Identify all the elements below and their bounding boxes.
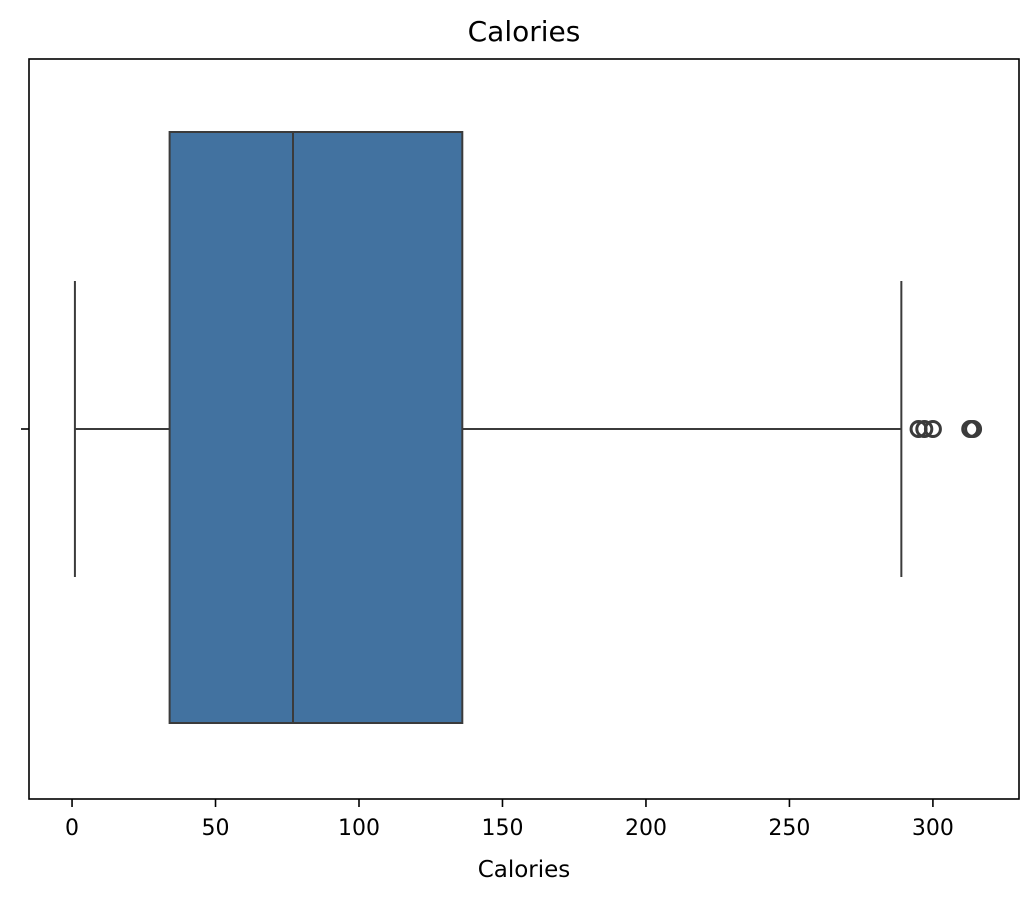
box-plot <box>73 131 983 724</box>
x-axis-label: Calories <box>478 857 571 883</box>
x-tick-label: 50 <box>202 816 230 841</box>
outlier-point <box>923 420 942 438</box>
x-axis-ticks: 0 50 100 150 200 250 300 <box>65 799 954 841</box>
x-tick-label: 150 <box>481 816 523 841</box>
outlier-point <box>915 420 934 438</box>
x-tick-label: 100 <box>338 816 380 841</box>
x-tick-label: 250 <box>768 816 810 841</box>
outlier-point <box>964 420 983 438</box>
x-tick-label: 300 <box>912 816 954 841</box>
iqr-box <box>168 131 464 724</box>
chart-title: Calories <box>468 15 581 48</box>
x-tick-label: 200 <box>625 816 667 841</box>
x-tick-label: 0 <box>65 816 79 841</box>
